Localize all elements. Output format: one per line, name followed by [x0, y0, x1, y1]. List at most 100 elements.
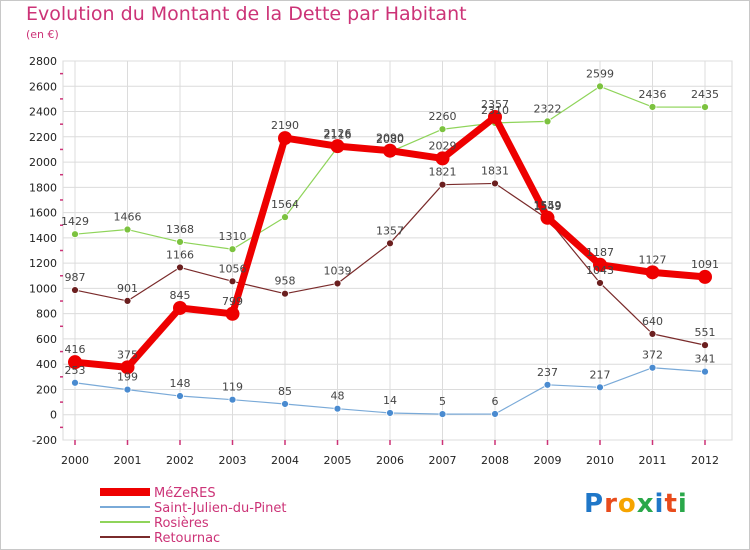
data-label-saint-julien-du-pinet: 85 — [278, 385, 292, 398]
data-label-retournac: 1056 — [219, 262, 247, 275]
data-point-mezeres — [593, 257, 607, 272]
data-point-retournac — [71, 286, 79, 294]
data-point-mezeres — [540, 210, 555, 225]
data-point-rosieres — [701, 103, 709, 112]
data-point-rosieres — [71, 230, 79, 239]
y-tick-label: 1400 — [29, 232, 57, 245]
data-label-retournac: 1357 — [376, 224, 404, 237]
data-labels: 1429 1466 1368 1310 1564 2116 2080 2260 2310 2322… — [61, 67, 719, 408]
data-point-saint-julien-du-pinet — [123, 385, 132, 394]
data-point-mezeres — [68, 355, 82, 370]
data-label-retournac: 1549 — [534, 200, 562, 213]
data-point-rosieres — [123, 225, 132, 234]
data-label-mezeres: 799 — [222, 295, 243, 308]
y-tick-label: -200 — [32, 434, 57, 447]
legend: MéZeRESSaint-Julien-du-PinetRosièresReto… — [100, 486, 287, 546]
data-point-saint-julien-du-pinet — [228, 395, 237, 404]
data-point-rosieres — [281, 213, 289, 222]
y-tick-label: 1800 — [29, 181, 57, 194]
data-label-mezeres: 416 — [65, 343, 86, 356]
data-label-rosieres: 2310 — [481, 104, 509, 117]
y-tick-label: 2600 — [29, 80, 57, 93]
data-point-saint-julien-du-pinet — [491, 410, 499, 418]
data-label-mezeres: 1127 — [639, 253, 667, 266]
y-tick-label: 2000 — [29, 156, 57, 169]
data-label-rosieres: 1429 — [61, 215, 89, 228]
data-point-rosieres — [438, 125, 447, 134]
data-label-saint-julien-du-pinet: 48 — [331, 390, 345, 403]
y-tick-label: 1600 — [29, 207, 57, 220]
data-point-mezeres — [383, 143, 397, 158]
data-point-saint-julien-du-pinet — [596, 383, 604, 392]
data-label-saint-julien-du-pinet: 14 — [383, 394, 397, 407]
data-label-retournac: 1166 — [166, 248, 194, 261]
logo-letter: r — [604, 489, 618, 519]
data-point-mezeres — [120, 360, 135, 375]
data-label-rosieres: 2599 — [586, 67, 614, 80]
data-point-mezeres — [173, 300, 187, 315]
x-tick-label: 2005 — [324, 454, 352, 467]
data-point-retournac — [176, 263, 184, 272]
x-tick-label: 2004 — [271, 454, 299, 467]
y-tick-label: 1000 — [29, 282, 57, 295]
data-label-mezeres: 845 — [170, 289, 191, 302]
logo-letter: x — [636, 489, 655, 519]
x-tick-label: 2006 — [376, 454, 404, 467]
data-label-rosieres: 2436 — [639, 88, 667, 101]
data-point-saint-julien-du-pinet — [333, 404, 342, 413]
data-point-saint-julien-du-pinet — [438, 410, 447, 419]
data-point-saint-julien-du-pinet — [176, 392, 184, 400]
x-tick-label: 2012 — [691, 454, 719, 467]
logo-letter: o — [617, 489, 637, 519]
data-label-rosieres: 1368 — [166, 223, 194, 236]
data-label-rosieres: 1564 — [271, 198, 299, 211]
x-tick-label: 2007 — [429, 454, 457, 467]
data-point-retournac — [648, 329, 657, 338]
data-label-saint-julien-du-pinet: 237 — [537, 366, 558, 379]
y-tick-label: 1200 — [29, 257, 57, 270]
data-label-saint-julien-du-pinet: 341 — [695, 353, 716, 366]
x-tick-label: 2011 — [639, 454, 667, 467]
logo-letter: i — [654, 489, 665, 519]
data-point-retournac — [333, 279, 342, 288]
data-label-retournac: 551 — [695, 326, 716, 339]
data-label-rosieres: 2080 — [376, 133, 404, 146]
chart-subtitle: (en €) — [26, 28, 59, 41]
data-point-saint-julien-du-pinet — [701, 367, 709, 376]
data-label-rosieres: 2260 — [429, 110, 457, 123]
data-label-saint-julien-du-pinet: 148 — [170, 377, 191, 390]
data-label-rosieres: 2322 — [534, 102, 562, 115]
y-tick-label: 0 — [50, 409, 57, 422]
data-label-rosieres: 2435 — [691, 88, 719, 101]
data-label-mezeres: 2126 — [324, 127, 352, 140]
data-label-retournac: 640 — [642, 315, 663, 328]
data-label-rosieres: 1466 — [114, 211, 142, 224]
data-point-retournac — [438, 180, 447, 189]
y-tick-label: 2800 — [29, 55, 57, 68]
data-label-retournac: 901 — [117, 282, 138, 295]
y-tick-label: 2400 — [29, 106, 57, 119]
data-point-retournac — [596, 279, 604, 287]
data-label-retournac: 987 — [65, 271, 86, 284]
series-layer — [68, 82, 712, 419]
y-tick-label: 600 — [36, 333, 57, 346]
logo-letter: t — [664, 489, 678, 519]
data-point-retournac — [123, 297, 132, 305]
data-point-mezeres — [435, 151, 450, 166]
legend-label: Rosières — [154, 516, 209, 531]
x-tick-label: 2001 — [114, 454, 142, 467]
data-point-mezeres — [278, 131, 292, 146]
data-point-retournac — [701, 341, 709, 350]
data-label-mezeres: 2190 — [271, 119, 299, 132]
x-tick-label: 2010 — [586, 454, 614, 467]
data-label-mezeres: 2357 — [481, 98, 509, 111]
data-point-rosieres — [543, 117, 552, 126]
data-label-saint-julien-du-pinet: 199 — [117, 371, 138, 384]
data-label-saint-julien-du-pinet: 119 — [222, 381, 243, 394]
y-tick-label: 800 — [36, 308, 57, 321]
data-label-mezeres: 1559 — [534, 199, 562, 212]
legend-label: Saint-Julien-du-Pinet — [154, 501, 287, 516]
x-tick-label: 2002 — [166, 454, 194, 467]
logo-letter: P — [584, 489, 605, 519]
